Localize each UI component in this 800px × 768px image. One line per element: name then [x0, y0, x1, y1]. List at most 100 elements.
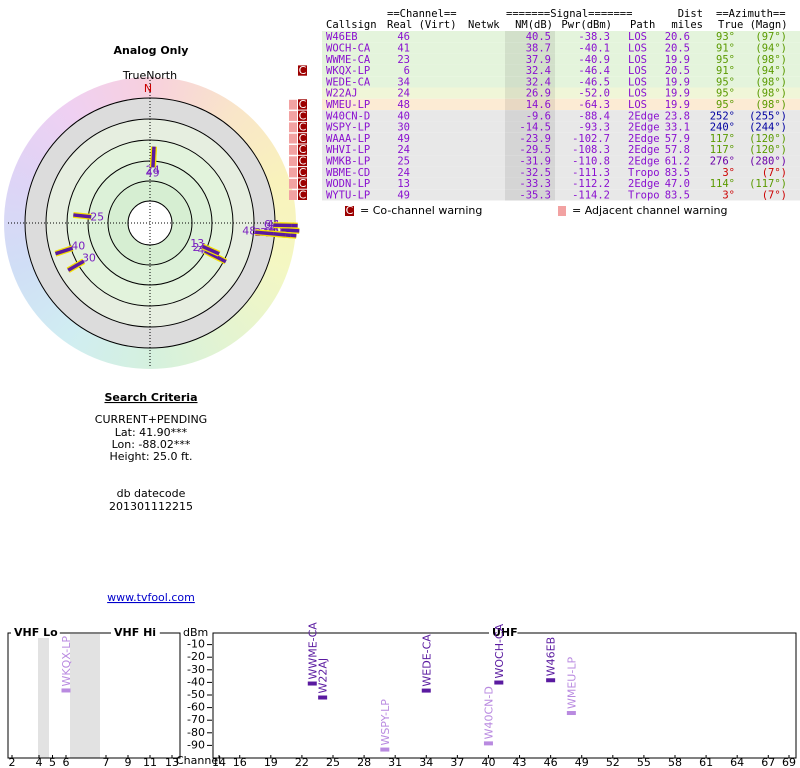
noise-margin: 14.6: [526, 99, 551, 111]
callsign: WEDE-CA: [326, 76, 371, 88]
distance: 47.0: [665, 178, 690, 190]
channel: 24: [397, 88, 410, 100]
x-tick-label: 9: [125, 756, 132, 768]
y-tick-label: -40: [187, 675, 205, 688]
column-header: Real (Virt): [387, 19, 457, 31]
x-tick-label: 55: [637, 756, 651, 768]
signal-bar: [566, 711, 576, 716]
co-channel-icon-text: C: [299, 177, 307, 190]
x-tick-label: 64: [730, 756, 744, 768]
azimuth-true: 91°: [716, 65, 735, 77]
distance: 20.5: [665, 65, 690, 77]
signal-callsign: WWME-CA: [306, 622, 319, 680]
site-link[interactable]: www.tvfool.com: [107, 591, 195, 604]
power: -112.2: [572, 178, 610, 190]
co-channel-icon-text: C: [299, 166, 307, 179]
co-channel-warning-icon: [298, 110, 307, 121]
distance: 57.8: [665, 144, 690, 156]
channel: 23: [397, 54, 410, 66]
nm-column-shade: [505, 31, 555, 43]
x-tick-label: 34: [419, 756, 433, 768]
row-background: [322, 155, 800, 167]
adjacent-warning-icon: [289, 133, 297, 144]
path: LOS: [628, 99, 647, 111]
channel: 41: [397, 42, 410, 54]
group-header: Dist: [678, 8, 703, 20]
row-background: [322, 64, 800, 77]
co-channel-icon-text: C: [299, 132, 307, 145]
x-tick-label: 25: [326, 756, 340, 768]
station-marker: [281, 228, 300, 233]
adjacent-warning-icon: [289, 111, 297, 121]
co-channel-warning-icon: [298, 133, 307, 144]
group-header: ==Channel==: [387, 8, 457, 20]
signal-callsign: W46EB: [545, 637, 558, 676]
distance: 83.5: [665, 189, 690, 201]
row-background: [322, 132, 800, 144]
legend-adj-text: = Adjacent channel warning: [572, 204, 728, 217]
band-title: VHF Hi: [114, 626, 156, 639]
distance: 23.8: [665, 110, 690, 122]
noise-margin: -14.5: [519, 122, 551, 134]
azimuth-true: 252°: [710, 110, 735, 122]
distance: 19.9: [665, 76, 690, 88]
path: LOS: [628, 65, 647, 77]
x-tick-label: 13: [165, 756, 179, 768]
criteria-line: Lat: 41.90***: [115, 426, 188, 439]
co-channel-icon-text: C: [299, 121, 307, 134]
path: LOS: [628, 88, 647, 100]
row-background: [322, 42, 800, 54]
callsign: W46EB: [326, 31, 358, 43]
azimuth-magnetic: (120°): [749, 144, 787, 156]
co-channel-warning-icon: [298, 121, 307, 133]
station-marker: [67, 259, 85, 272]
db-label: db datecode: [117, 487, 186, 500]
nm-column-shade: [505, 64, 555, 77]
azimuth-magnetic: (7°): [762, 167, 787, 179]
row-background: [322, 110, 800, 122]
co-channel-icon-text: C: [299, 154, 307, 167]
signal-callsign: W40CN-D: [482, 686, 495, 739]
x-tick-label: 28: [357, 756, 371, 768]
channel: 25: [397, 155, 410, 167]
azimuth-true: 3°: [722, 189, 735, 201]
distance: 61.2: [665, 155, 690, 167]
noise-margin: -35.3: [519, 189, 551, 201]
row-background: [322, 98, 800, 111]
callsign: W40CN-D: [326, 110, 370, 122]
power: -46.4: [578, 65, 610, 77]
azimuth-magnetic: (94°): [755, 42, 787, 54]
station-channel-label: 24: [192, 241, 206, 254]
station-channel-label: 49: [146, 166, 160, 179]
nm-column-shade: [505, 98, 555, 111]
row-background: [322, 31, 800, 43]
noise-margin: -29.5: [519, 144, 551, 156]
column-header: True (Magn): [718, 19, 788, 31]
legend-adj-icon: [558, 206, 566, 216]
y-tick-label: -70: [187, 713, 205, 726]
azimuth-true: 240°: [710, 122, 735, 134]
power: -110.8: [572, 155, 610, 167]
adjacent-warning-icon: [289, 190, 297, 200]
co-channel-warning-icon: [298, 144, 307, 155]
station-channel-label: 25: [90, 210, 104, 223]
power: -40.1: [578, 42, 610, 54]
group-header: =======Signal=======: [506, 8, 632, 20]
co-channel-warning-icon: [298, 65, 307, 76]
path: 2Edge: [628, 133, 660, 145]
power: -52.0: [578, 88, 610, 100]
reserved-band: [70, 634, 100, 758]
row-background: [322, 144, 800, 156]
x-tick-label: 11: [143, 756, 157, 768]
distance: 19.9: [665, 88, 690, 100]
noise-margin: -23.9: [519, 133, 551, 145]
x-tick-label: 40: [481, 756, 495, 768]
signal-bar: [380, 747, 390, 752]
adjacent-warning-icon: [289, 99, 297, 110]
band-title-bg: [111, 628, 160, 638]
co-channel-icon-text: C: [299, 188, 307, 201]
x-tick-label: 52: [606, 756, 620, 768]
channel: 24: [397, 144, 410, 156]
noise-margin: 37.9: [526, 54, 551, 66]
power: -46.5: [578, 76, 610, 88]
